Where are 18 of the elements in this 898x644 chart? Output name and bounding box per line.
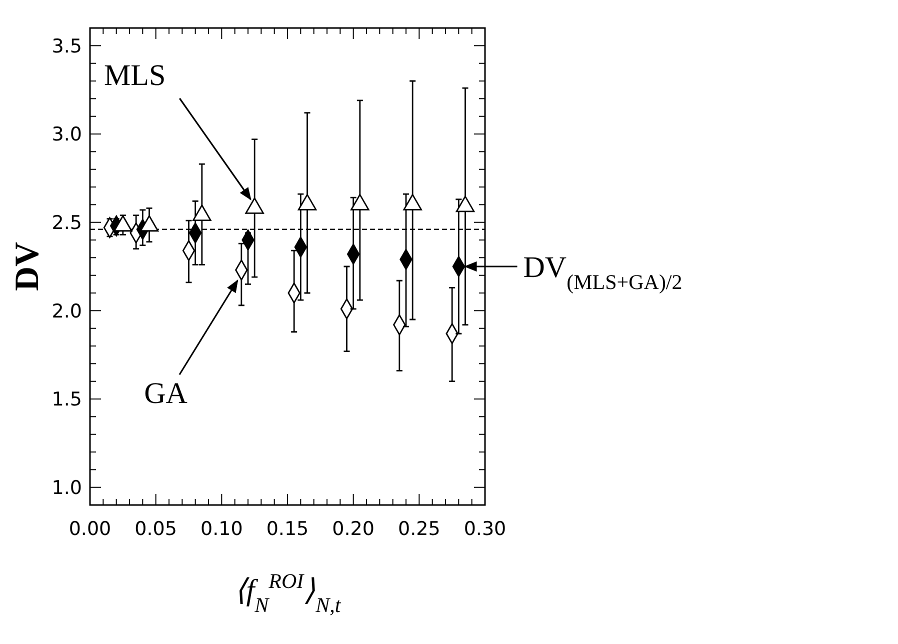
y-tick-label: 1.5 — [52, 388, 82, 411]
y-tick-label: 2.0 — [52, 300, 82, 322]
y-tick-label: 3.5 — [52, 35, 82, 58]
x-tick-label: 0.15 — [266, 518, 309, 540]
x-tick-label: 0.00 — [68, 518, 112, 540]
annotation: MLS — [104, 58, 166, 92]
annotation: GA — [144, 377, 188, 410]
y-tick-label: 1.0 — [52, 476, 82, 499]
y-tick-label: 3.0 — [52, 124, 82, 146]
x-tick-label: 0.30 — [464, 518, 506, 540]
x-tick-label: 0.25 — [398, 518, 440, 540]
annotation: DV$_{(MLS+GA)/2}$ — [523, 251, 682, 294]
x-tick-label: 0.10 — [200, 518, 243, 540]
x-tick-label: 0.20 — [332, 518, 374, 540]
y-tick-label: 2.5 — [52, 212, 82, 234]
x-tick-label: 0.05 — [134, 518, 177, 540]
x-axis-title: ⟨f$_{N}$$^{ROI}$⟩$_{N,t}$ — [234, 569, 342, 617]
y-axis-title: DV — [9, 242, 46, 292]
